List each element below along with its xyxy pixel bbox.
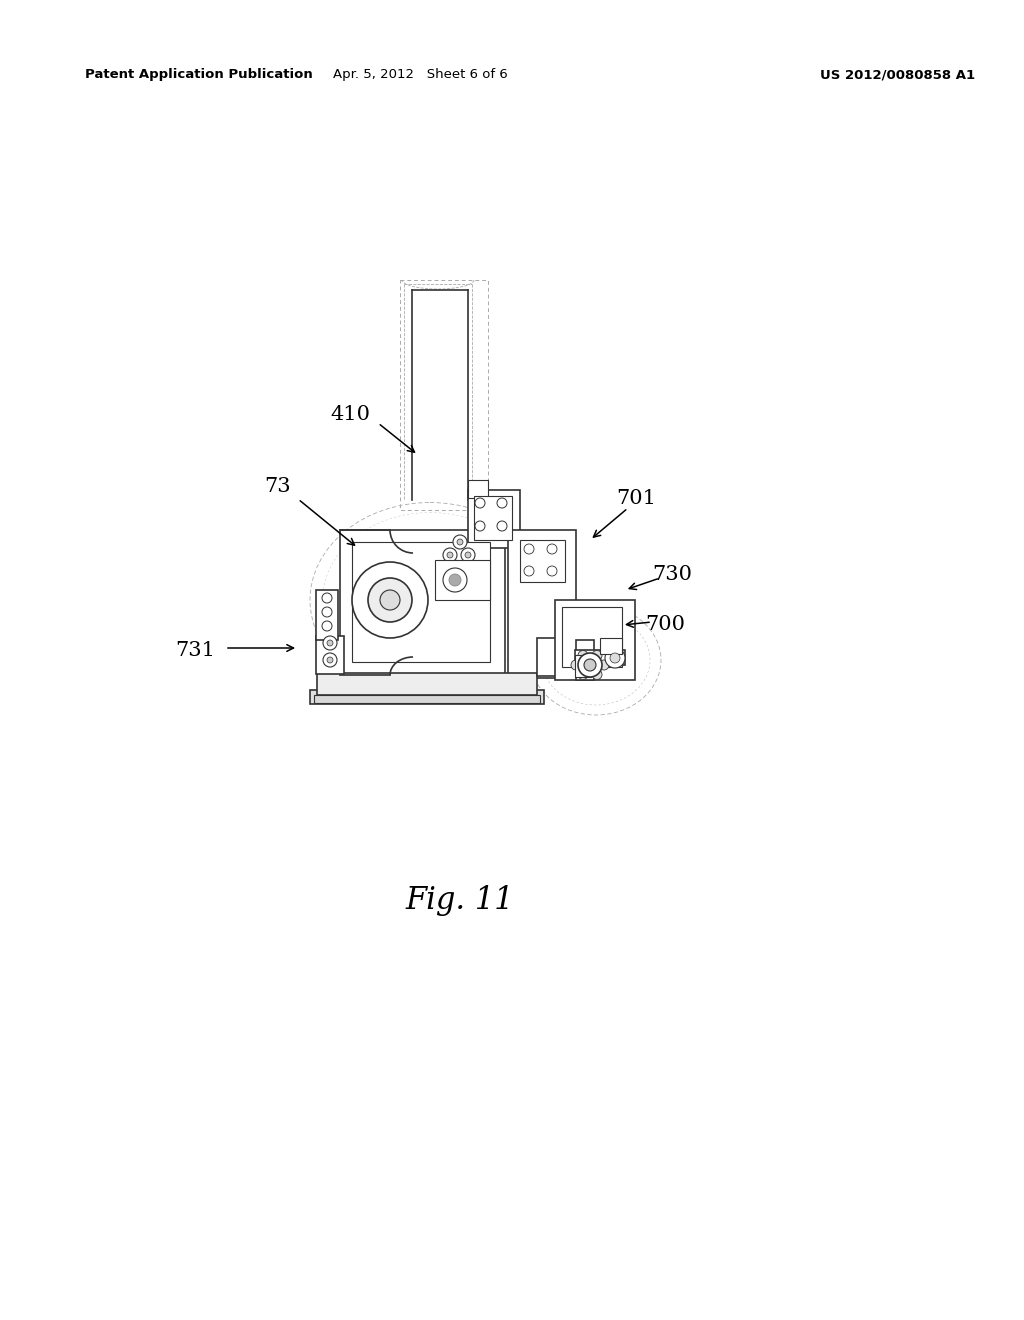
Circle shape (323, 653, 337, 667)
Circle shape (605, 648, 625, 668)
Circle shape (327, 657, 333, 663)
Circle shape (352, 562, 428, 638)
Circle shape (323, 636, 337, 649)
Circle shape (592, 651, 602, 660)
Bar (316, 590, 338, 640)
Circle shape (322, 620, 332, 631)
Circle shape (524, 566, 534, 576)
Circle shape (461, 548, 475, 562)
Text: 730: 730 (652, 565, 692, 585)
Bar (314, 696, 540, 704)
Bar (508, 531, 575, 678)
Text: 410: 410 (330, 405, 370, 425)
Circle shape (578, 653, 602, 677)
Bar (352, 543, 490, 663)
Circle shape (547, 566, 557, 576)
Circle shape (584, 659, 596, 671)
Circle shape (443, 548, 457, 562)
Bar (468, 480, 488, 498)
Circle shape (475, 521, 485, 531)
Circle shape (327, 640, 333, 645)
Circle shape (497, 521, 507, 531)
Bar (474, 496, 512, 540)
Bar (537, 638, 563, 676)
Text: 701: 701 (616, 488, 656, 507)
Circle shape (578, 669, 588, 680)
Bar (317, 673, 537, 696)
Bar (400, 280, 488, 510)
Circle shape (524, 544, 534, 554)
Bar (575, 640, 594, 680)
Bar (562, 607, 622, 667)
Circle shape (547, 544, 557, 554)
Bar (600, 638, 622, 653)
Circle shape (380, 590, 400, 610)
Circle shape (578, 651, 588, 660)
Circle shape (465, 552, 471, 558)
Circle shape (599, 660, 609, 671)
Bar (468, 490, 520, 548)
Text: Fig. 11: Fig. 11 (406, 884, 514, 916)
Circle shape (447, 552, 453, 558)
Text: US 2012/0080858 A1: US 2012/0080858 A1 (820, 69, 975, 81)
Bar (555, 601, 635, 680)
Circle shape (610, 653, 620, 663)
Bar (310, 690, 544, 704)
Circle shape (449, 574, 461, 586)
Circle shape (443, 568, 467, 591)
Bar (520, 540, 565, 582)
Bar (575, 655, 591, 677)
Text: Patent Application Publication: Patent Application Publication (85, 69, 312, 81)
Text: 700: 700 (645, 615, 685, 635)
Circle shape (475, 498, 485, 508)
Circle shape (592, 669, 602, 680)
Bar (316, 636, 344, 675)
Circle shape (453, 535, 467, 549)
Circle shape (497, 498, 507, 508)
Bar (575, 649, 625, 665)
Bar (340, 531, 505, 675)
Text: 731: 731 (175, 640, 215, 660)
Circle shape (457, 539, 463, 545)
Text: Apr. 5, 2012   Sheet 6 of 6: Apr. 5, 2012 Sheet 6 of 6 (333, 69, 507, 81)
Circle shape (368, 578, 412, 622)
Circle shape (322, 607, 332, 616)
Text: 73: 73 (264, 478, 291, 496)
Circle shape (322, 593, 332, 603)
Bar (435, 560, 490, 601)
Circle shape (571, 660, 581, 671)
